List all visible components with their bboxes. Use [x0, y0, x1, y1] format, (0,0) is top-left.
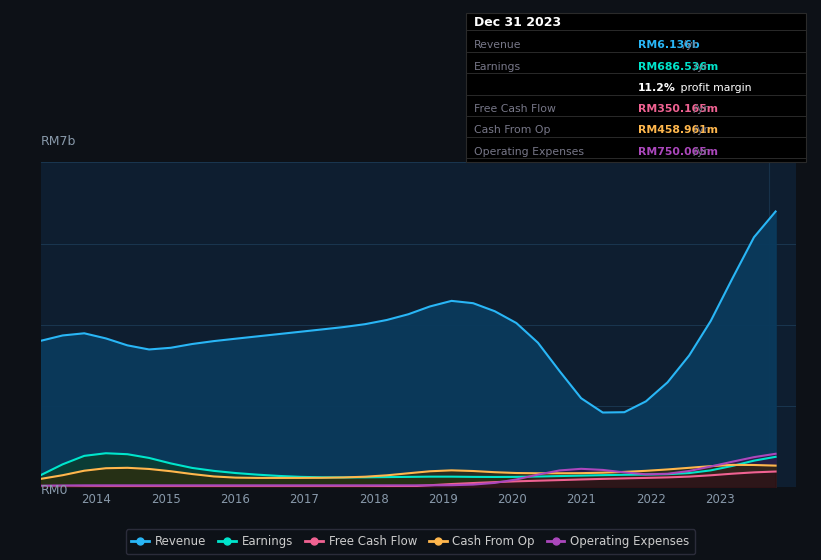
Legend: Revenue, Earnings, Free Cash Flow, Cash From Op, Operating Expenses: Revenue, Earnings, Free Cash Flow, Cash …: [126, 529, 695, 554]
Text: RM350.165m: RM350.165m: [638, 104, 718, 114]
Text: profit margin: profit margin: [677, 83, 752, 93]
Text: RM750.065m: RM750.065m: [638, 147, 718, 157]
Text: RM686.536m: RM686.536m: [638, 62, 718, 72]
Text: /yr: /yr: [690, 147, 708, 157]
Text: /yr: /yr: [690, 62, 708, 72]
Text: RM7b: RM7b: [41, 136, 76, 148]
Text: Earnings: Earnings: [474, 62, 521, 72]
Text: /yr: /yr: [690, 104, 708, 114]
Text: Revenue: Revenue: [474, 40, 521, 50]
Text: Dec 31 2023: Dec 31 2023: [474, 16, 561, 29]
Text: 11.2%: 11.2%: [638, 83, 676, 93]
Text: RM6.136b: RM6.136b: [638, 40, 699, 50]
Text: Free Cash Flow: Free Cash Flow: [474, 104, 556, 114]
Text: RM0: RM0: [41, 484, 68, 497]
Text: /yr: /yr: [680, 40, 698, 50]
Text: RM458.961m: RM458.961m: [638, 125, 718, 136]
Text: /yr: /yr: [690, 125, 708, 136]
Text: Cash From Op: Cash From Op: [474, 125, 550, 136]
Text: Operating Expenses: Operating Expenses: [474, 147, 584, 157]
